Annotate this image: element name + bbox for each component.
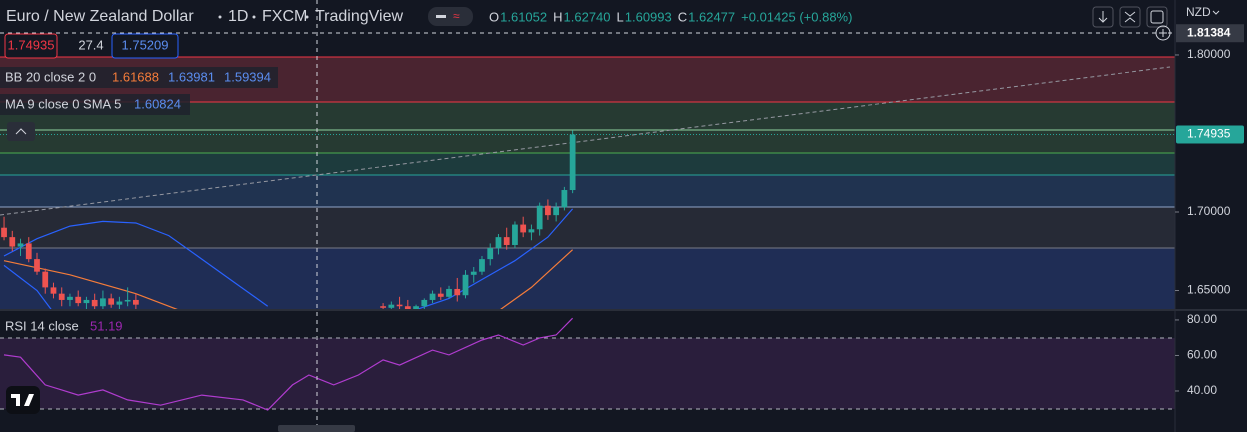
candle-body bbox=[487, 248, 494, 260]
last-price-label: 1.74935 bbox=[1187, 127, 1231, 141]
exchange: FXCM bbox=[262, 8, 307, 25]
candle-body bbox=[536, 205, 543, 230]
indicator-line bbox=[416, 208, 574, 309]
y-tick-label: 80.00 bbox=[1187, 312, 1217, 326]
candle-body bbox=[116, 301, 123, 305]
currency[interactable]: NZD bbox=[1186, 5, 1211, 19]
bb-value: 1.63981 bbox=[168, 69, 215, 84]
candle-body bbox=[454, 288, 461, 296]
ohlc-key: L bbox=[617, 9, 624, 24]
candle-body bbox=[545, 205, 551, 216]
candle-body bbox=[404, 306, 411, 309]
candle-body bbox=[75, 296, 82, 304]
candle-body bbox=[91, 299, 98, 307]
zones bbox=[0, 56, 1175, 309]
candle-body bbox=[380, 306, 386, 308]
button[interactable] bbox=[1119, 6, 1141, 28]
candle-body bbox=[17, 243, 24, 247]
candle-body bbox=[83, 299, 90, 304]
add-button[interactable] bbox=[1155, 25, 1171, 41]
candle-body bbox=[396, 304, 403, 307]
trade-panel: 1.74935 27.4 1.75209 bbox=[4, 33, 179, 59]
candle-body bbox=[520, 224, 527, 233]
candle-body bbox=[503, 237, 510, 245]
candle-body bbox=[569, 134, 576, 191]
candle-body bbox=[388, 304, 395, 308]
sell-button[interactable] bbox=[4, 33, 58, 59]
legend-bg bbox=[0, 94, 190, 115]
ohlc-key: O bbox=[489, 9, 499, 24]
ma-value: 1.60824 bbox=[134, 96, 181, 111]
candle-body bbox=[50, 287, 57, 294]
candle-body bbox=[495, 237, 502, 249]
candle-body bbox=[421, 299, 428, 307]
candle-body bbox=[42, 271, 49, 288]
candle-body bbox=[25, 243, 32, 260]
candle-body bbox=[133, 299, 139, 305]
candle-body bbox=[67, 296, 73, 300]
candle-body bbox=[100, 298, 106, 307]
scrollbar[interactable] bbox=[278, 425, 355, 432]
source: TradingView bbox=[315, 8, 403, 25]
candle-body bbox=[446, 288, 452, 297]
ohlc-value: 1.62740 bbox=[564, 9, 611, 24]
spread: 27.4 bbox=[78, 37, 103, 52]
button[interactable] bbox=[1146, 6, 1168, 28]
candle-body bbox=[58, 293, 65, 300]
buy-button[interactable] bbox=[111, 33, 179, 59]
rsi-band bbox=[0, 338, 1175, 409]
status-pill[interactable] bbox=[428, 7, 473, 26]
ohlc-value: 1.61052 bbox=[500, 9, 547, 24]
y-tick-label: 1.70000 bbox=[1187, 204, 1231, 218]
candle-body bbox=[108, 298, 115, 305]
bb-label: BB 20 close 2 0 bbox=[5, 69, 96, 84]
ohlc-key: H bbox=[553, 9, 562, 24]
header: Euro / New Zealand Dollar 1D FXCM Tradin… bbox=[6, 7, 473, 26]
collapse-button[interactable] bbox=[7, 122, 35, 141]
candle-body bbox=[124, 299, 131, 302]
indicator-line bbox=[3, 264, 52, 309]
sell-price: 1.74935 bbox=[8, 37, 55, 52]
candle-body bbox=[1, 227, 7, 238]
bb-value: 1.61688 bbox=[112, 69, 159, 84]
candle-body bbox=[512, 224, 518, 245]
y-tick-label: 1.80000 bbox=[1187, 47, 1231, 61]
candle-body bbox=[528, 229, 535, 233]
interval: 1D bbox=[228, 8, 248, 25]
change: +0.01425 (+0.88%) bbox=[741, 9, 852, 24]
y-tick-label: 60.00 bbox=[1187, 348, 1217, 362]
rsi-value: 51.19 bbox=[90, 318, 123, 333]
logo bbox=[6, 386, 40, 414]
candle-body bbox=[34, 259, 40, 272]
last-price-tag bbox=[1176, 125, 1244, 144]
y-tick-label: 40.00 bbox=[1187, 383, 1217, 397]
candle-body bbox=[437, 293, 444, 297]
buy-price: 1.75209 bbox=[122, 37, 169, 52]
candle-body bbox=[462, 274, 469, 296]
y-tick-label: 1.65000 bbox=[1187, 283, 1231, 297]
candle-body bbox=[553, 207, 560, 216]
button[interactable] bbox=[1092, 6, 1114, 28]
svg-text:≈: ≈ bbox=[453, 9, 460, 23]
indicator-line bbox=[3, 220, 269, 307]
cursor-price-label: 1.81384 bbox=[1187, 25, 1231, 39]
ohlc-value: 1.60993 bbox=[625, 9, 672, 24]
candle-body bbox=[479, 259, 485, 272]
ohlc-value: 1.62477 bbox=[688, 9, 735, 24]
candle-body bbox=[9, 237, 16, 247]
ma-label: MA 9 close 0 SMA 5 bbox=[5, 96, 121, 111]
rsi-line bbox=[3, 317, 574, 411]
candle-body bbox=[413, 306, 419, 309]
ohlc-key: C bbox=[678, 9, 687, 24]
candle-body bbox=[561, 190, 568, 208]
candle-body bbox=[470, 271, 477, 275]
candle-body bbox=[429, 293, 436, 300]
bb-value: 1.59394 bbox=[224, 69, 271, 84]
toolbar: NZD bbox=[1092, 5, 1220, 41]
legend-bg bbox=[0, 67, 278, 88]
symbol: Euro / New Zealand Dollar bbox=[6, 8, 194, 25]
cursor-price-tag bbox=[1176, 24, 1244, 43]
rsi-label: RSI 14 close bbox=[5, 318, 79, 333]
